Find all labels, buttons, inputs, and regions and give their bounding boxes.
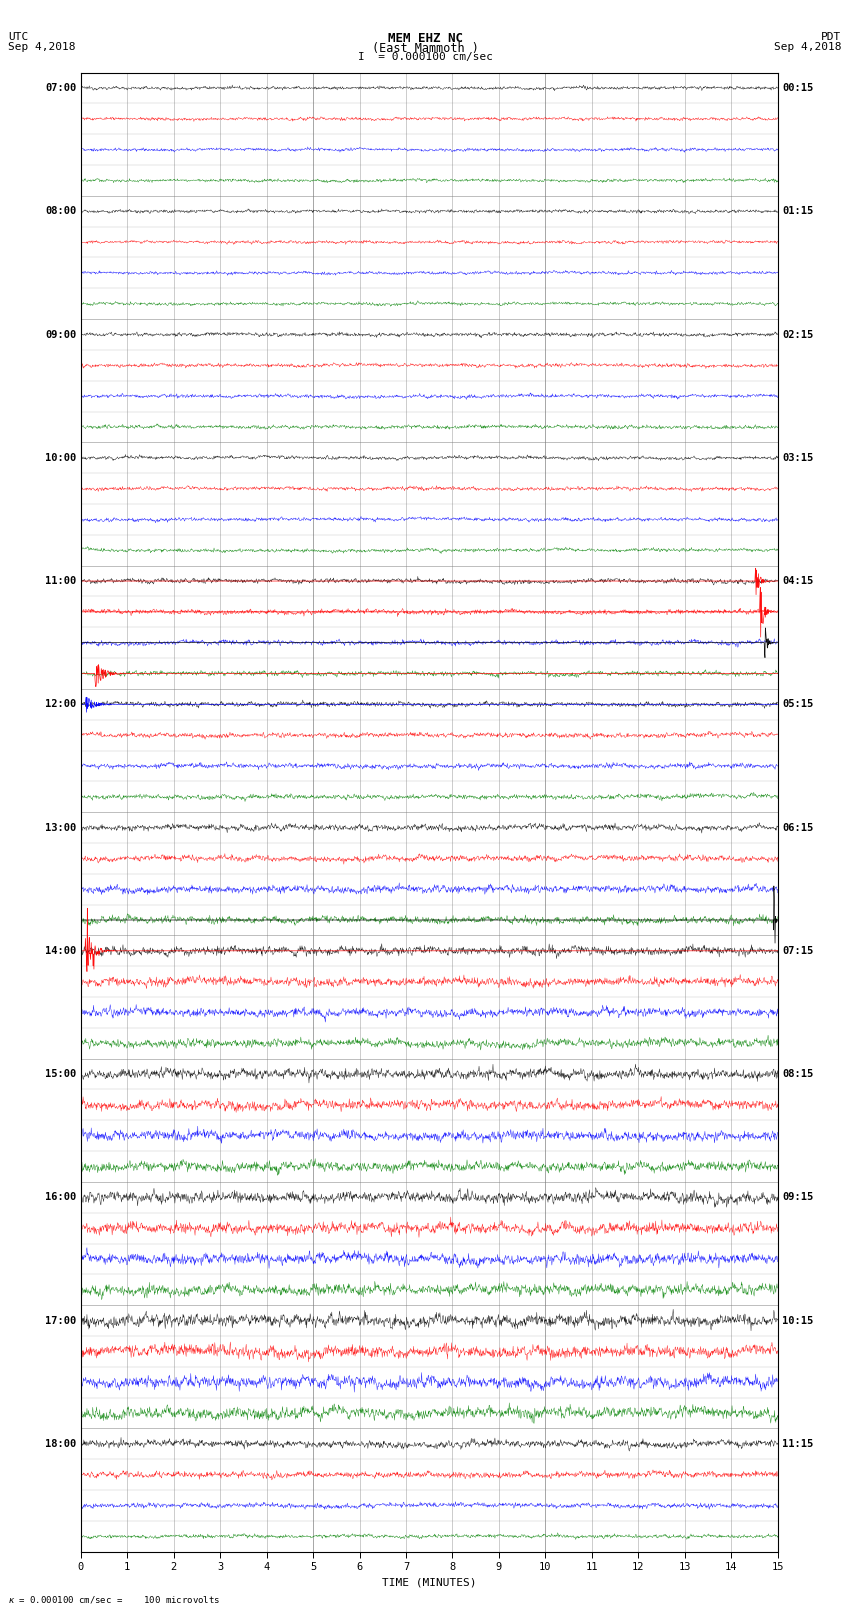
Text: 01:15: 01:15 xyxy=(782,206,813,216)
Text: 04:15: 04:15 xyxy=(782,576,813,586)
Text: 11:00: 11:00 xyxy=(45,576,76,586)
Text: 17:00: 17:00 xyxy=(45,1316,76,1326)
Text: 16:00: 16:00 xyxy=(45,1192,76,1202)
Text: 10:15: 10:15 xyxy=(782,1316,813,1326)
Text: 03:15: 03:15 xyxy=(782,453,813,463)
Text: Sep 4,2018: Sep 4,2018 xyxy=(8,42,76,52)
Text: 09:15: 09:15 xyxy=(782,1192,813,1202)
Text: 06:15: 06:15 xyxy=(782,823,813,832)
Text: I  = 0.000100 cm/sec: I = 0.000100 cm/sec xyxy=(358,52,492,61)
Text: MEM EHZ NC: MEM EHZ NC xyxy=(388,32,462,45)
Text: UTC: UTC xyxy=(8,32,29,42)
Text: 15:00: 15:00 xyxy=(45,1069,76,1079)
Text: 11:15: 11:15 xyxy=(782,1439,813,1448)
Text: 07:15: 07:15 xyxy=(782,945,813,957)
Text: 02:15: 02:15 xyxy=(782,329,813,339)
Text: Sep 4,2018: Sep 4,2018 xyxy=(774,42,842,52)
Text: 12:00: 12:00 xyxy=(45,700,76,710)
Text: 07:00: 07:00 xyxy=(45,82,76,94)
Text: 00:15: 00:15 xyxy=(782,82,813,94)
Text: 18:00: 18:00 xyxy=(45,1439,76,1448)
Text: 08:15: 08:15 xyxy=(782,1069,813,1079)
Text: 05:15: 05:15 xyxy=(782,700,813,710)
Text: (East Mammoth ): (East Mammoth ) xyxy=(371,42,479,55)
Text: $\kappa$ = 0.000100 cm/sec =    100 microvolts: $\kappa$ = 0.000100 cm/sec = 100 microvo… xyxy=(8,1594,221,1605)
Text: 14:00: 14:00 xyxy=(45,945,76,957)
Text: 10:00: 10:00 xyxy=(45,453,76,463)
X-axis label: TIME (MINUTES): TIME (MINUTES) xyxy=(382,1578,477,1587)
Text: 13:00: 13:00 xyxy=(45,823,76,832)
Text: 09:00: 09:00 xyxy=(45,329,76,339)
Text: 08:00: 08:00 xyxy=(45,206,76,216)
Text: PDT: PDT xyxy=(821,32,842,42)
